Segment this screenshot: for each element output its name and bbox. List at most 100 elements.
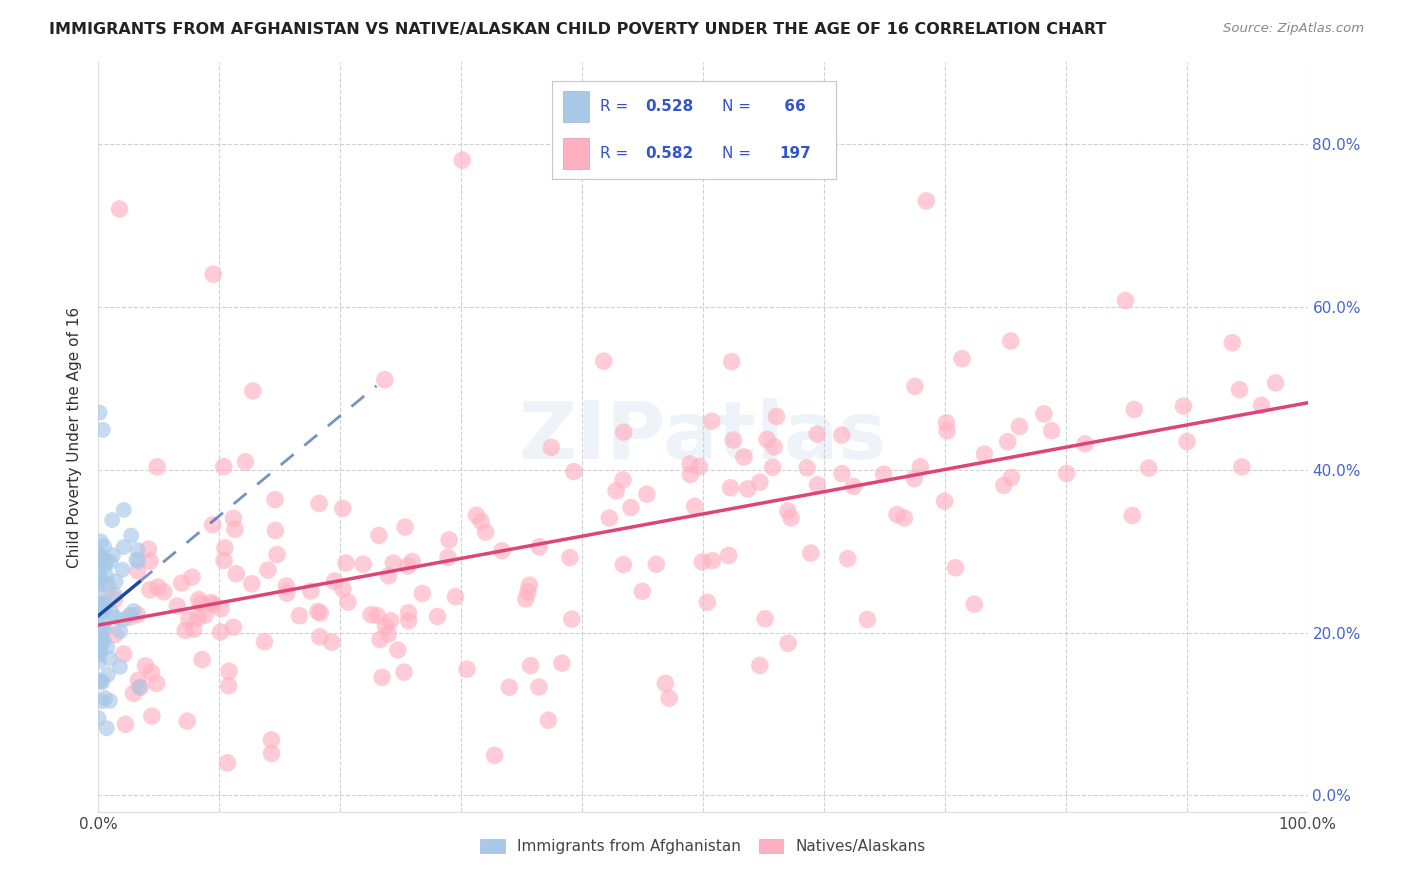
Point xyxy=(127,673,149,688)
Point xyxy=(146,580,169,594)
Point xyxy=(209,625,232,640)
Point xyxy=(605,483,627,498)
Point xyxy=(222,620,245,634)
Point xyxy=(138,542,160,557)
Point xyxy=(474,525,496,540)
Point xyxy=(100,605,122,619)
Point xyxy=(903,472,925,486)
Point xyxy=(260,732,283,747)
Point xyxy=(1056,467,1078,481)
Point xyxy=(720,481,742,495)
Point xyxy=(87,574,110,588)
Point xyxy=(174,624,197,638)
Point xyxy=(264,492,287,507)
Point xyxy=(202,598,225,612)
Point xyxy=(183,622,205,636)
Point xyxy=(696,595,718,609)
Point xyxy=(114,717,136,731)
Point xyxy=(235,455,257,469)
Point xyxy=(723,433,745,447)
Point xyxy=(96,721,118,735)
Point xyxy=(519,658,541,673)
Point xyxy=(394,520,416,534)
Point xyxy=(200,596,222,610)
Point xyxy=(720,354,742,368)
Point xyxy=(904,379,927,393)
Point xyxy=(90,534,112,549)
Point xyxy=(222,511,245,525)
Point xyxy=(872,467,894,482)
Point xyxy=(529,540,551,554)
Point xyxy=(309,606,332,620)
Point xyxy=(831,428,853,442)
Point xyxy=(110,624,132,639)
Point xyxy=(612,558,634,572)
Point xyxy=(997,434,1019,449)
Point xyxy=(1229,383,1251,397)
Point xyxy=(94,554,117,568)
Point xyxy=(93,540,115,554)
Point xyxy=(187,592,209,607)
Point xyxy=(733,450,755,464)
Point xyxy=(276,579,298,593)
Point xyxy=(702,554,724,568)
Point xyxy=(780,511,803,525)
Point xyxy=(96,640,118,654)
Point xyxy=(96,577,118,591)
Point xyxy=(90,572,112,586)
Point xyxy=(371,670,394,684)
Point xyxy=(620,500,643,515)
Point xyxy=(122,604,145,618)
Point xyxy=(519,578,541,592)
Point xyxy=(176,714,198,728)
Point xyxy=(498,681,520,695)
Point xyxy=(89,644,111,658)
Point xyxy=(915,194,938,208)
Point xyxy=(332,582,354,596)
Point xyxy=(558,550,581,565)
Point xyxy=(103,592,125,607)
Point xyxy=(778,636,800,650)
Point xyxy=(217,756,239,770)
Point xyxy=(108,202,131,216)
Point xyxy=(374,373,396,387)
Point xyxy=(392,665,415,679)
Point xyxy=(89,590,111,604)
Point xyxy=(1137,461,1160,475)
Point xyxy=(201,517,224,532)
Point xyxy=(636,487,658,501)
Point xyxy=(218,664,240,678)
Point xyxy=(127,554,149,568)
Point xyxy=(87,547,110,561)
Text: Source: ZipAtlas.com: Source: ZipAtlas.com xyxy=(1223,22,1364,36)
Point xyxy=(856,613,879,627)
Point xyxy=(437,550,460,565)
Point xyxy=(112,540,135,554)
Point xyxy=(264,524,287,538)
Point xyxy=(679,457,702,471)
Point xyxy=(299,584,322,599)
Point xyxy=(335,556,357,570)
Point xyxy=(645,558,668,572)
Point xyxy=(484,748,506,763)
Point xyxy=(90,694,112,708)
Point xyxy=(127,543,149,558)
Legend: Immigrants from Afghanistan, Natives/Alaskans: Immigrants from Afghanistan, Natives/Ala… xyxy=(474,832,932,860)
Point xyxy=(1123,402,1146,417)
Point xyxy=(692,555,714,569)
Point xyxy=(451,153,474,168)
Point xyxy=(613,425,636,439)
Point xyxy=(166,599,188,613)
Point xyxy=(212,459,235,474)
Point xyxy=(209,601,232,615)
Point xyxy=(94,691,117,706)
Point xyxy=(321,635,343,649)
Point xyxy=(540,440,562,454)
Point xyxy=(90,599,112,613)
Point xyxy=(308,496,330,510)
Point xyxy=(737,482,759,496)
Point xyxy=(87,711,110,725)
Point xyxy=(377,627,399,641)
Point xyxy=(323,574,346,589)
Point xyxy=(700,414,723,428)
